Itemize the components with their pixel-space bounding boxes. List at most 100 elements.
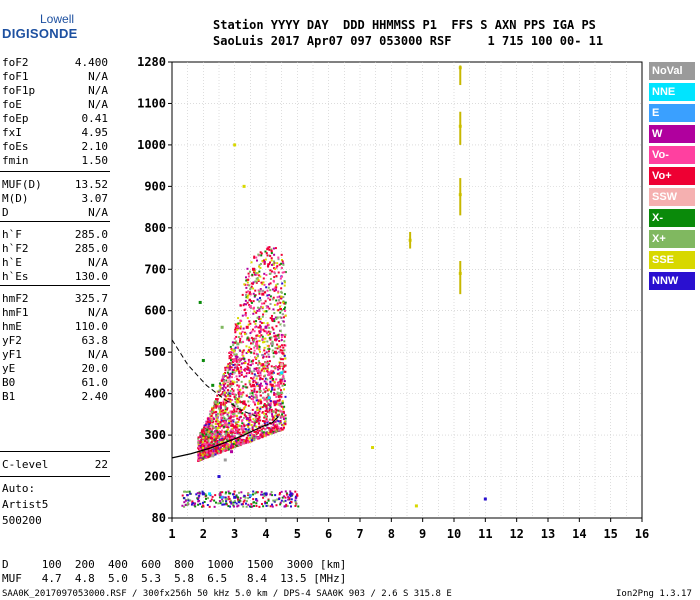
echo-point <box>259 251 262 254</box>
echo-point <box>201 447 204 450</box>
es-echo-point <box>250 505 253 508</box>
echo-point <box>219 382 222 385</box>
echo-point <box>261 338 264 341</box>
echo-point <box>234 401 237 404</box>
echo-point <box>211 412 214 415</box>
echo-point <box>245 296 248 299</box>
echo-point <box>258 265 261 268</box>
echo-point <box>220 429 223 432</box>
es-echo-point <box>218 494 221 497</box>
echo-point <box>211 436 214 439</box>
echo-point <box>265 431 268 434</box>
echo-point <box>281 413 284 416</box>
echo-point <box>249 434 252 437</box>
echo-point <box>259 363 262 366</box>
echo-point <box>258 270 261 273</box>
echo-point <box>272 410 275 413</box>
echo-point <box>277 335 280 338</box>
echo-point <box>270 318 273 321</box>
echo-point <box>231 392 234 395</box>
echo-point <box>215 436 218 439</box>
echo-point <box>264 300 267 303</box>
es-echo-point <box>194 502 197 505</box>
es-echo-point <box>214 494 217 497</box>
echo-point <box>223 389 226 392</box>
echo-point <box>266 289 269 292</box>
echo-point <box>250 389 253 392</box>
echo-point <box>216 443 219 446</box>
es-echo-point <box>181 494 184 497</box>
echo-point <box>209 424 212 427</box>
echo-point <box>255 337 258 340</box>
echo-point <box>270 259 273 262</box>
echo-point <box>259 329 262 332</box>
echo-point <box>272 355 275 358</box>
echo-point <box>238 384 241 387</box>
echo-point <box>283 340 286 343</box>
echo-point <box>275 284 278 287</box>
es-echo-point <box>296 493 299 496</box>
echo-point <box>239 327 242 330</box>
param-value: 2.10 <box>81 140 109 153</box>
echo-point <box>217 390 220 393</box>
echo-point <box>229 400 232 403</box>
echo-point <box>281 428 284 431</box>
es-echo-point <box>276 498 279 501</box>
echo-point <box>255 334 258 337</box>
echo-point <box>255 420 258 423</box>
echo-point <box>281 349 284 352</box>
echo-point <box>251 377 254 380</box>
echo-point <box>225 401 228 404</box>
echo-point <box>225 366 228 369</box>
echo-point <box>226 371 229 374</box>
echo-point <box>251 392 254 395</box>
echo-point <box>243 427 246 430</box>
footer-file-info: SAA0K_2017097053000.RSF / 300fx256h 50 k… <box>2 589 452 599</box>
echo-point <box>202 426 205 429</box>
echo-point <box>208 432 211 435</box>
echo-point <box>228 362 231 365</box>
echo-point <box>265 396 268 399</box>
echo-point <box>252 434 255 437</box>
header-line-1: Station YYYY DAY DDD HHMMSS P1 FFS S AXN… <box>213 18 596 32</box>
echo-point <box>275 266 278 269</box>
echo-point <box>222 423 225 426</box>
echo-point <box>221 379 224 382</box>
es-echo-point <box>186 494 189 497</box>
echo-point <box>284 306 287 309</box>
echo-point <box>229 345 232 348</box>
y-tick-label: 500 <box>144 345 166 359</box>
echo-point <box>281 380 284 383</box>
echo-point <box>279 345 282 348</box>
echo-point <box>248 379 251 382</box>
echo-point <box>212 417 215 420</box>
echo-point <box>269 282 272 285</box>
x-tick-label: 12 <box>509 527 523 541</box>
echo-point <box>246 372 249 375</box>
echo-point <box>256 309 259 312</box>
echo-point <box>272 385 275 388</box>
echo-point <box>230 398 233 401</box>
echo-point <box>256 381 259 384</box>
echo-point <box>247 368 250 371</box>
echo-point <box>263 415 266 418</box>
echo-point <box>219 387 222 390</box>
param-row-fmin: fmin 1.50 <box>2 154 108 168</box>
echo-point <box>222 420 225 423</box>
series-point-vo <box>273 350 277 354</box>
echo-point <box>245 286 248 289</box>
es-echo-point <box>225 500 228 503</box>
echo-point <box>225 433 228 436</box>
echo-point <box>214 423 217 426</box>
echo-point <box>260 305 263 308</box>
echo-point <box>253 369 256 372</box>
echo-point <box>259 307 262 310</box>
echo-point <box>275 412 278 415</box>
echo-point <box>255 340 258 343</box>
echo-point <box>265 409 268 412</box>
echo-point <box>259 288 262 291</box>
es-echo-point <box>196 497 199 500</box>
echo-point <box>265 330 268 333</box>
es-echo-point <box>261 493 264 496</box>
echo-point <box>199 444 202 447</box>
